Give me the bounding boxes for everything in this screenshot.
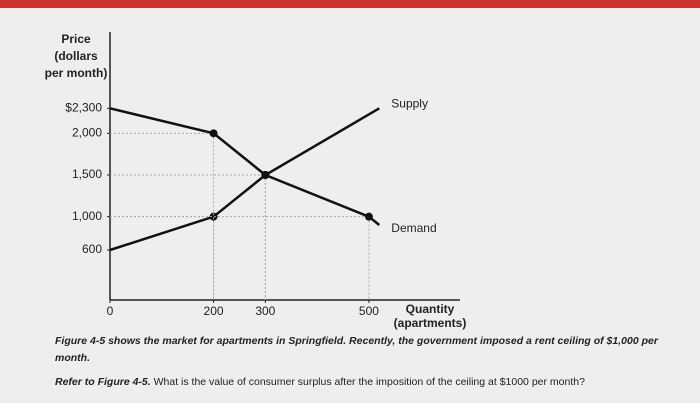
x-tick-label: 500 <box>359 304 379 318</box>
y-tick-label: $2,300 <box>65 101 102 115</box>
question-text: What is the value of consumer surplus af… <box>153 376 585 388</box>
y-tick-label: 1,000 <box>72 209 102 223</box>
top-bar <box>0 0 700 8</box>
x-axis-label: (apartments) <box>394 316 467 330</box>
y-axis-label: per month) <box>45 66 108 80</box>
x-axis-label: Quantity <box>406 302 455 316</box>
x-tick-label: 200 <box>204 304 224 318</box>
question-lead: Refer to Figure 4-5. <box>55 376 151 388</box>
background <box>0 8 700 403</box>
caption: Figure 4-5 shows the market for apartmen… <box>55 335 658 364</box>
point <box>209 129 218 138</box>
x-tick-label: 0 <box>107 304 114 318</box>
question: Refer to Figure 4-5. What is the value o… <box>55 374 665 391</box>
y-axis-label: Price <box>61 32 91 46</box>
series-label: Supply <box>391 97 428 111</box>
curve <box>109 107 380 252</box>
x-tick-label: 300 <box>255 304 275 318</box>
y-tick-label: 1,500 <box>72 167 102 181</box>
y-tick-label: 2,000 <box>72 126 102 140</box>
point <box>364 212 373 221</box>
point <box>209 212 218 221</box>
point <box>261 171 270 179</box>
y-axis-label: (dollars <box>54 49 98 63</box>
y-tick-label: 600 <box>82 242 102 256</box>
series-label: Demand <box>391 221 436 235</box>
